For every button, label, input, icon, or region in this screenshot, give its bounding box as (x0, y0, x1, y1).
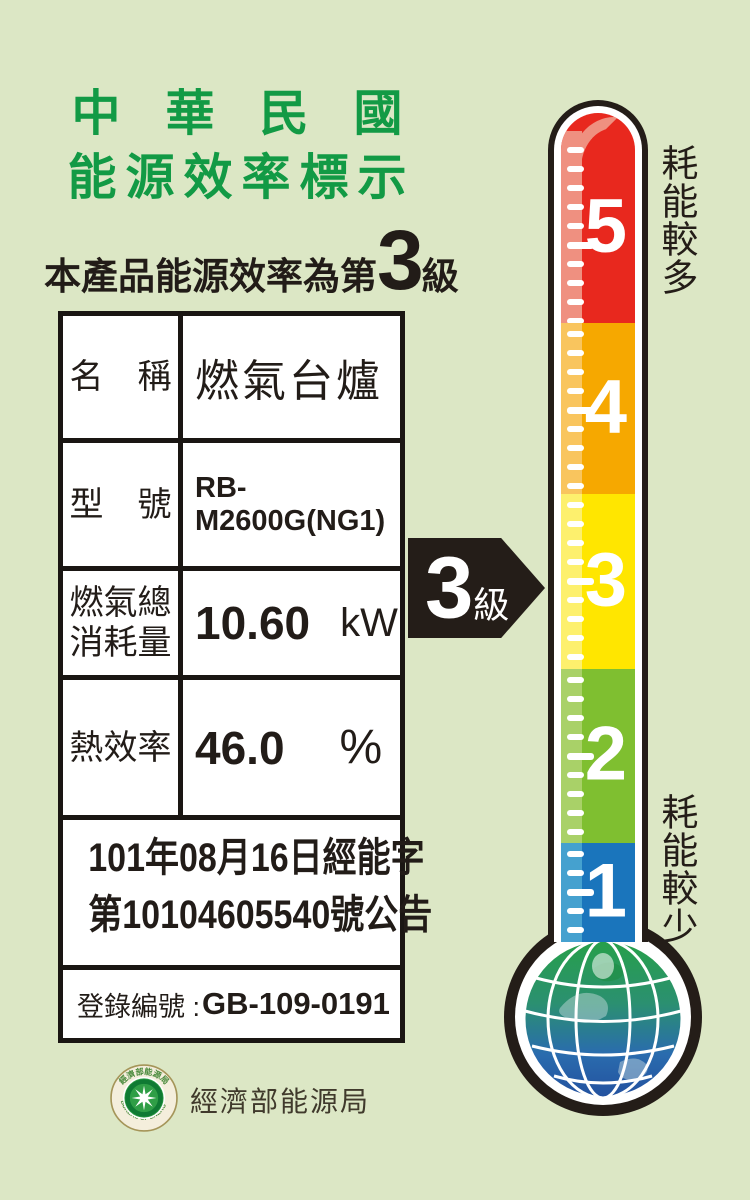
tick (567, 331, 584, 337)
consumption-value: 10.60 (195, 597, 311, 649)
grade-segment-5: 5 (561, 113, 635, 324)
grade-number-5: 5 (584, 184, 627, 270)
grade-segment-3: 3 (561, 494, 635, 669)
tick (567, 696, 584, 702)
efficiency-statement: 本產品能源效率為第3級 (44, 212, 459, 309)
tick (567, 616, 584, 622)
grade-number-1: 1 (584, 847, 627, 933)
tick (567, 369, 584, 375)
model-value: RB-M2600G(NG1) (195, 471, 386, 537)
table-row-announcement: 101年08月16日經能字 第10104605540號公告 (63, 820, 433, 970)
consumption-label: 燃氣總 消耗量 (63, 571, 183, 675)
tick (567, 147, 584, 153)
dome-highlight (570, 117, 618, 209)
tick (567, 734, 584, 740)
table-row-name: 名 稱 燃氣台爐 (63, 316, 400, 443)
high-consumption-label: 耗能較多 (655, 144, 697, 296)
tick (567, 597, 584, 603)
grade-segment-2: 2 (561, 669, 635, 843)
grade-number-4: 4 (584, 363, 627, 449)
tick (567, 635, 584, 641)
tick (567, 388, 584, 394)
tick (567, 870, 584, 876)
efficiency-label: 熱效率 (63, 680, 183, 815)
announcement-line2: 第10104605540號公告 (88, 893, 433, 937)
tick (567, 426, 584, 432)
tick (567, 204, 584, 210)
registration-value: GB-109-0191 (202, 986, 390, 1021)
tick (567, 521, 584, 527)
tick (567, 299, 584, 305)
tick (567, 829, 584, 835)
tick-long (567, 578, 594, 585)
tick-long (567, 242, 594, 249)
efficiency-value: 46.0 (195, 721, 285, 774)
table-row-efficiency: 熱效率 46.0 % (63, 680, 400, 820)
tick (567, 464, 584, 470)
globe-icon (502, 916, 704, 1118)
name-value: 燃氣台爐 (195, 357, 383, 406)
thermometer: 5 4 3 2 1 (548, 100, 648, 942)
low-consumption-label: 耗能較少 (655, 793, 697, 945)
tick (567, 185, 584, 191)
bureau-of-energy-seal-icon: 經濟部能源局 BUREAU OF ENERGY (108, 1059, 178, 1132)
tick (567, 791, 584, 797)
tick (567, 166, 584, 172)
name-label: 名 稱 (63, 316, 183, 438)
tick (567, 350, 584, 356)
arrow-grade-suffix: 級 (473, 584, 510, 626)
page-title-line2: 能源效率標示 (67, 151, 416, 205)
tick (567, 261, 584, 267)
tick (567, 445, 584, 451)
arrow-grade-number: 3 (425, 539, 474, 637)
statement-prefix: 本產品能源效率為第 (44, 256, 377, 297)
grade-arrow: 3級 (408, 538, 545, 638)
model-label: 型 號 (63, 443, 183, 566)
grade-segment-4: 4 (561, 323, 635, 494)
efficiency-unit: % (339, 721, 383, 774)
table-row-model: 型 號 RB-M2600G(NG1) (63, 443, 400, 571)
statement-grade: 3 (377, 213, 424, 307)
tick (567, 559, 584, 565)
tick (567, 927, 584, 933)
spec-table: 名 稱 燃氣台爐 型 號 RB-M2600G(NG1) 燃氣總 消耗量 10.6… (58, 311, 433, 1043)
tick (567, 223, 584, 229)
tick-long (567, 407, 594, 414)
announcement-line1: 101年08月16日經能字 (88, 836, 425, 880)
tick (567, 677, 584, 683)
tick (567, 851, 584, 857)
tick (567, 502, 584, 508)
registration-label: 登錄編號 : (77, 991, 201, 1022)
grade-segment-1: 1 (561, 843, 635, 942)
tick-long (567, 753, 594, 760)
tick (567, 654, 584, 660)
grade-number-3: 3 (584, 536, 627, 622)
table-row-consumption: 燃氣總 消耗量 10.60 kW (63, 571, 400, 680)
page-title-line1: 中華民國 (71, 87, 448, 141)
grade-number-2: 2 (584, 711, 627, 797)
tick-long (567, 889, 594, 896)
tick (567, 810, 584, 816)
statement-suffix: 級 (421, 256, 459, 297)
tick (567, 483, 584, 489)
tick (567, 318, 584, 324)
table-row-registration: 登錄編號 : GB-109-0191 (63, 970, 400, 1038)
consumption-unit: kW (340, 600, 398, 645)
tick (567, 280, 584, 286)
tick (567, 772, 584, 778)
tick (567, 540, 584, 546)
tick (567, 908, 584, 914)
tick (567, 715, 584, 721)
agency-name: 經濟部能源局 (190, 1086, 371, 1117)
